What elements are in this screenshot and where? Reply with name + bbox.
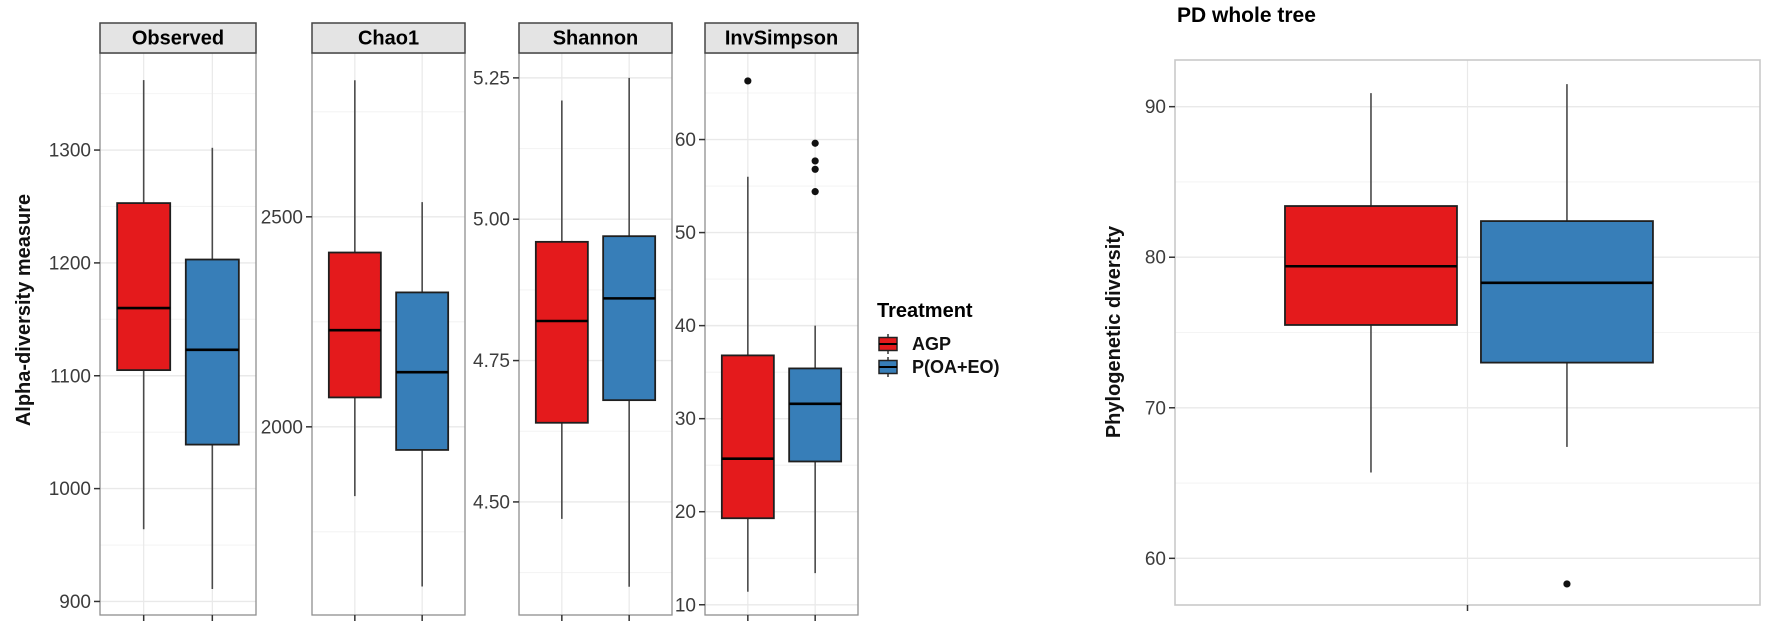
y-tick-label: 4.50 xyxy=(473,492,510,513)
chart-title: PD whole tree xyxy=(1177,4,1316,27)
pd-poaeo-box xyxy=(1480,220,1654,364)
facet-strip xyxy=(99,22,257,54)
facet-label: Shannon xyxy=(553,28,639,50)
y-tick-label: 1100 xyxy=(50,366,91,387)
legend-entry-label: P(OA+EO) xyxy=(912,357,1000,377)
invsimpson-poaeo-outlier-point xyxy=(811,139,819,147)
y-tick-label: 2000 xyxy=(261,417,303,438)
y-tick-label: 1000 xyxy=(49,479,91,500)
facet-label: Chao1 xyxy=(358,28,419,50)
invsimpson-agp-outlier-point xyxy=(744,77,752,85)
observed-poaeo-box xyxy=(184,258,240,446)
facet-label: Observed xyxy=(132,28,224,50)
alpha-diversity-chart: Alpha-diversity measure 900 1000 1100 1200 13… xyxy=(13,22,1000,621)
y-tick-label: 80 xyxy=(1145,248,1166,269)
facet-label: InvSimpson xyxy=(725,28,838,50)
y-tick-label: 50 xyxy=(675,223,696,244)
y-tick-label: 2500 xyxy=(261,207,303,228)
y-tick-label: 4.75 xyxy=(473,351,510,372)
observed-agp-box xyxy=(116,202,172,372)
shannon-poaeo-box xyxy=(602,235,657,402)
invsimpson-poaeo-box xyxy=(788,367,843,463)
y-tick-label: 900 xyxy=(59,592,91,613)
facet-strip xyxy=(311,22,466,54)
y-tick-label: 60 xyxy=(675,130,696,151)
y-tick-label: 10 xyxy=(675,595,696,616)
legend-entry-agp: AGP xyxy=(878,334,951,354)
invsimpson-poaeo-outlier-point xyxy=(811,157,819,165)
y-tick-label: 5.00 xyxy=(473,210,510,231)
y-tick-label: 1300 xyxy=(49,141,91,162)
y-tick-label: 70 xyxy=(1145,398,1166,419)
invsimpson-agp-box xyxy=(720,354,775,520)
pd-whole-tree-chart: PD whole tree Phylogenetic diversity 60 70 8… xyxy=(1103,4,1761,611)
y-tick-label: 1200 xyxy=(49,253,91,274)
legend-entry-poaeo: P(OA+EO) xyxy=(878,357,1000,377)
legend-title: Treatment xyxy=(877,300,973,322)
chao1-agp-box xyxy=(327,251,382,399)
y-tick-label: 5.25 xyxy=(473,68,510,89)
treatment-legend: Treatment AGP P(OA+EO) xyxy=(877,300,1000,377)
y-tick-label: 60 xyxy=(1145,549,1166,570)
y-axis-title: Alpha-diversity measure xyxy=(13,194,35,426)
facet-panel-chao1: 2000 2500 Chao1 xyxy=(261,22,466,621)
y-tick-label: 30 xyxy=(675,409,696,430)
facet-panel-observed: 900 1000 1100 1200 1300 Observed xyxy=(49,22,257,621)
invsimpson-poaeo-outlier-point xyxy=(811,188,819,196)
y-tick-label: 20 xyxy=(675,502,696,523)
y-tick-label: 40 xyxy=(675,316,696,337)
facet-strip xyxy=(704,22,859,54)
y-axis-title: Phylogenetic diversity xyxy=(1103,225,1125,438)
shannon-agp-box xyxy=(534,240,589,424)
invsimpson-poaeo-outlier-point xyxy=(811,165,819,173)
facet-panel-shannon: 4.50 4.75 5.00 5.25 Shannon xyxy=(473,22,673,621)
facet-panel-invsimpson: 10 20 30 40 50 60 InvSimpson xyxy=(675,22,859,621)
legend-entry-label: AGP xyxy=(912,334,951,354)
y-tick-label: 90 xyxy=(1145,97,1166,118)
panel-background xyxy=(705,53,858,615)
pd-poaeo-outlier-point xyxy=(1563,580,1571,588)
facet-strip xyxy=(518,22,673,54)
